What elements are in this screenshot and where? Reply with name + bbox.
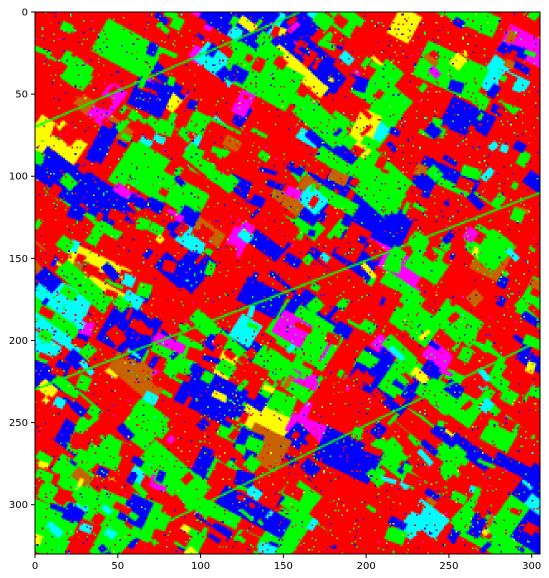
y-tick-label: 150 [9, 254, 28, 265]
classification-heatmap [35, 12, 540, 554]
x-tick-label: 150 [274, 561, 293, 572]
x-axis: 0 50 100 150 200 250 300 [32, 554, 541, 572]
plot-frame [34, 11, 541, 555]
y-axis: 0 50 100 150 200 250 300 [9, 8, 35, 511]
y-tick-label: 0 [22, 8, 28, 19]
y-tick-label: 300 [9, 500, 28, 511]
x-tick-label: 200 [357, 561, 376, 572]
y-tick-label: 250 [9, 418, 28, 429]
y-tick-label: 50 [15, 90, 28, 101]
x-tick-label: 0 [32, 561, 38, 572]
x-tick-label: 50 [111, 561, 124, 572]
x-tick-label: 100 [191, 561, 210, 572]
y-tick-label: 100 [9, 172, 28, 183]
x-tick-label: 250 [439, 561, 458, 572]
y-tick-label: 200 [9, 336, 28, 347]
x-tick-label: 300 [522, 561, 541, 572]
